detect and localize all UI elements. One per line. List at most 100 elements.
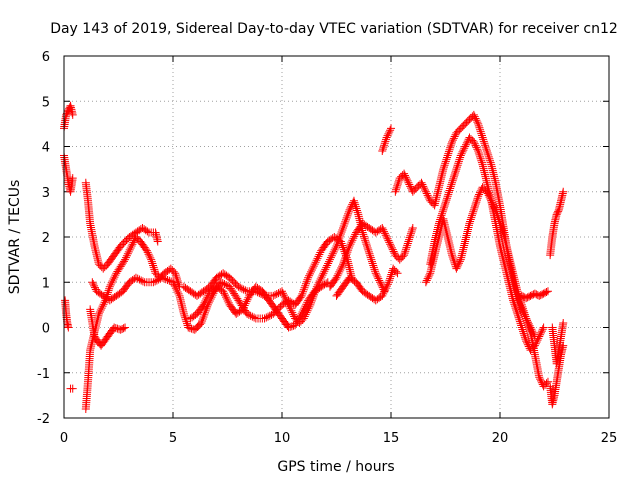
data-point [441, 198, 450, 207]
data-point [448, 178, 457, 187]
data-point [223, 296, 232, 305]
data-point [151, 277, 160, 286]
data-point [455, 257, 464, 266]
data-point [135, 275, 144, 284]
data-point [297, 309, 306, 318]
data-point [530, 341, 539, 350]
data-point [516, 319, 525, 328]
data-point [400, 249, 409, 258]
data-point [440, 201, 449, 210]
data-point [456, 153, 465, 162]
data-point [272, 290, 281, 299]
data-point [242, 297, 251, 306]
data-point [532, 337, 541, 346]
data-point [203, 293, 212, 302]
data-point [387, 242, 395, 251]
y-tick-label: 5 [42, 95, 50, 110]
data-point [299, 306, 308, 315]
data-point [385, 276, 394, 285]
series-s13 [378, 124, 395, 156]
data-point [146, 253, 155, 262]
data-point [446, 141, 455, 150]
data-point [376, 278, 385, 287]
data-point [510, 302, 519, 311]
data-point [303, 275, 312, 284]
y-tick-label: 3 [42, 186, 50, 201]
data-point [471, 200, 480, 209]
data-point [133, 274, 142, 283]
data-point [286, 304, 295, 313]
data-point [285, 302, 294, 311]
chart-title: Day 143 of 2019, Sidereal Day-to-day VTE… [50, 21, 618, 37]
data-point [126, 243, 135, 252]
data-point [334, 236, 343, 245]
data-point [289, 310, 298, 319]
data-point [161, 275, 170, 284]
data-point [311, 258, 320, 267]
data-point [453, 262, 462, 271]
data-point [238, 305, 247, 314]
data-point [362, 240, 371, 249]
data-point [530, 332, 539, 341]
series-s1 [60, 101, 77, 133]
data-point [174, 278, 183, 287]
data-point [301, 281, 310, 290]
data-point [97, 304, 106, 313]
data-point [559, 187, 568, 196]
data-point [511, 304, 520, 313]
data-point [497, 223, 506, 232]
data-point [313, 254, 322, 263]
data-point [198, 316, 207, 325]
data-point [305, 271, 314, 280]
data-point [449, 174, 458, 183]
data-point [469, 205, 478, 214]
x-tick-label: 0 [60, 431, 68, 446]
data-point [401, 245, 410, 254]
data-point [519, 306, 528, 315]
data-point [301, 302, 310, 311]
data-point [125, 245, 134, 254]
data-point [462, 138, 471, 147]
data-point [421, 187, 430, 196]
data-point [121, 253, 130, 262]
data-point [389, 247, 398, 256]
data-point [383, 280, 392, 289]
data-point [419, 182, 428, 191]
data-point [269, 291, 278, 300]
data-point [378, 147, 387, 156]
data-point [381, 231, 390, 240]
data-point [519, 329, 528, 338]
data-point [403, 176, 412, 185]
data-point [64, 323, 73, 332]
data-point [466, 217, 475, 226]
data-point [352, 204, 361, 213]
data-point [222, 295, 231, 304]
data-point [455, 155, 464, 164]
data-point [463, 137, 472, 146]
data-point [444, 188, 453, 197]
data-point [124, 247, 133, 256]
data-point [471, 114, 480, 123]
data-point [299, 287, 308, 296]
data-point [361, 238, 370, 247]
data-point [338, 241, 347, 250]
data-point [331, 275, 340, 284]
data-point [329, 247, 338, 256]
data-point [525, 321, 534, 330]
data-point [469, 110, 478, 119]
data-point [489, 202, 498, 211]
data-point [123, 249, 132, 258]
data-point [339, 243, 348, 252]
data-point [422, 276, 431, 285]
data-point [441, 200, 450, 209]
data-point [393, 181, 402, 190]
data-point [498, 227, 507, 236]
data-point [173, 287, 182, 296]
data-point [68, 174, 77, 183]
data-point [480, 139, 489, 148]
data-point [534, 334, 543, 343]
data-point [149, 278, 158, 287]
data-point [386, 274, 395, 283]
data-point [340, 256, 349, 265]
data-point [425, 271, 434, 280]
